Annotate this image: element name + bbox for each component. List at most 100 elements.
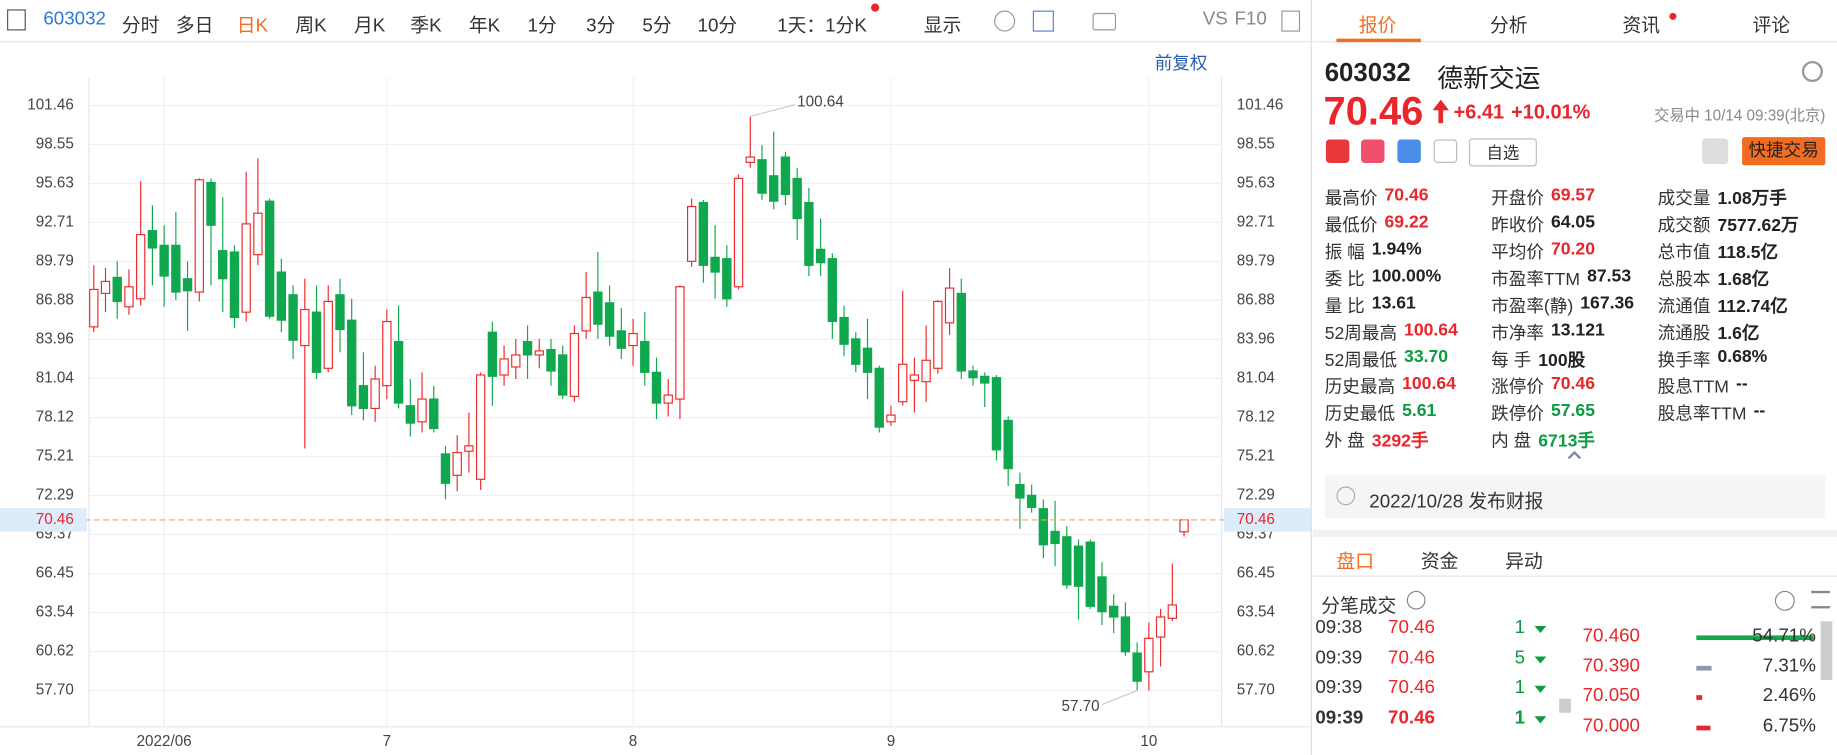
note-icon[interactable] (1433, 139, 1458, 163)
margin-icon[interactable] (1361, 139, 1385, 163)
candle-body (780, 156, 791, 196)
stat-row: 股息TTM -- (1658, 374, 1748, 399)
adjust-button[interactable]: 前复权 (1154, 53, 1208, 74)
panel-icon[interactable] (1281, 10, 1301, 32)
stat-value: 7577.62万 (1717, 215, 1799, 236)
watch-button[interactable]: 自选 (1468, 138, 1537, 167)
scrollbar[interactable] (1820, 621, 1833, 680)
candle-body (1097, 576, 1107, 613)
panel-tab[interactable]: 评论 (1752, 16, 1791, 37)
candle-body (382, 320, 392, 387)
candle-body (124, 286, 134, 308)
stat-value: 5.61 (1402, 400, 1437, 421)
quick-trade-button[interactable]: 快捷交易 (1742, 137, 1826, 166)
period-tab[interactable]: 年K (468, 16, 501, 37)
candle-body (393, 340, 404, 404)
period-tab[interactable]: 周K (295, 16, 327, 37)
stat-label: 52周最高 (1324, 323, 1398, 344)
book-price: 70.390 (1582, 655, 1640, 676)
y-tick-label: 81.04 (36, 370, 75, 387)
stat-row: 委 比 100.00% (1325, 266, 1442, 291)
tab-divider (1312, 41, 1837, 43)
y-tick-label: 98.55 (36, 135, 74, 152)
candle-body (1003, 419, 1013, 470)
panel-tab[interactable]: 资讯 (1622, 16, 1661, 37)
sub-tab[interactable]: 盘口 (1336, 552, 1374, 573)
panel-tab[interactable]: 分析 (1490, 16, 1528, 37)
candle-body (1109, 605, 1119, 618)
stat-row: 最高价 70.46 (1325, 185, 1429, 210)
down-triangle-shape (1534, 715, 1547, 723)
camera-icon[interactable] (1092, 12, 1117, 31)
period-tab[interactable]: 多日 (175, 16, 214, 37)
candle-body (686, 205, 697, 262)
book-bar (1696, 695, 1702, 700)
collapse-chevron[interactable] (1566, 449, 1582, 461)
tag-icon[interactable] (1397, 139, 1421, 163)
menu-icon[interactable] (7, 9, 26, 31)
panel-tab[interactable]: 报价 (1358, 16, 1397, 37)
vs-button[interactable]: VS (1202, 9, 1228, 30)
stat-row: 总股本 1.68亿 (1658, 266, 1770, 291)
period-tab[interactable]: 10分 (697, 16, 738, 37)
list-icon[interactable] (1811, 590, 1830, 609)
settings-icon[interactable] (1801, 60, 1823, 83)
y-tick-label-right: 63.54 (1237, 603, 1276, 620)
period-tab[interactable]: 分时 (121, 16, 160, 37)
book-pct: 7.31% (1762, 655, 1816, 676)
candle-body (628, 332, 638, 347)
more-icon[interactable] (1774, 590, 1795, 611)
book-bar (1696, 635, 1814, 641)
period-tab[interactable]: 5分 (642, 16, 672, 37)
down-triangle-shape (1534, 655, 1547, 663)
f10-button[interactable]: F10 (1234, 9, 1267, 30)
period-tab[interactable]: 日K (236, 16, 269, 37)
panel-name: 德新交运 (1437, 63, 1541, 93)
period-tab[interactable]: 1分 (527, 16, 557, 37)
period-tab[interactable]: 月K (354, 16, 386, 37)
info-icon[interactable] (1406, 590, 1426, 610)
stat-value: 87.53 (1587, 266, 1632, 287)
stat-row: 流通股 1.6亿 (1658, 320, 1760, 345)
candle-body (1085, 541, 1095, 607)
stock-code[interactable]: 603032 (43, 9, 106, 30)
alert-button[interactable] (1702, 138, 1728, 165)
stat-row: 股息率TTM -- (1658, 401, 1766, 426)
checkbox-icon[interactable] (1032, 10, 1054, 32)
stat-label: 外 盘 (1324, 431, 1365, 452)
trade-price: 70.46 (1388, 617, 1435, 638)
candle-body (241, 223, 251, 313)
notice-box[interactable] (1324, 474, 1826, 519)
annotation-leader (750, 104, 795, 117)
china-flag-icon (1325, 139, 1350, 163)
trade-price: 70.46 (1388, 677, 1435, 698)
stat-value: 1.68亿 (1717, 269, 1770, 290)
display-select[interactable]: 显示 (923, 16, 962, 37)
range-select[interactable]: 1天：1分K (777, 16, 867, 37)
candle-body (886, 414, 896, 423)
scrollbar[interactable] (1559, 698, 1571, 713)
candle-body (1144, 637, 1154, 673)
candle-body (710, 256, 720, 273)
candle-body (640, 340, 650, 373)
sub-tab[interactable]: 异动 (1505, 552, 1543, 573)
candle-body (1167, 604, 1177, 619)
toolbar-divider (0, 41, 1311, 43)
candle-body (651, 371, 662, 404)
settings-icon[interactable] (994, 10, 1016, 32)
y-tick-label-right: 95.63 (1237, 174, 1275, 191)
candle-body (933, 300, 943, 369)
stat-row: 内 盘 6713手 (1491, 428, 1595, 453)
period-tab[interactable]: 3分 (586, 16, 616, 37)
period-tab[interactable]: 季K (410, 16, 442, 37)
candle-body (1015, 484, 1025, 499)
y-tick-label: 101.46 (27, 96, 74, 113)
book-pct: 2.46% (1762, 685, 1816, 706)
stat-row: 昨收价 64.05 (1491, 212, 1595, 237)
candle-body (1155, 616, 1166, 638)
trade-time: 09:38 (1315, 617, 1363, 638)
candle-body (452, 451, 462, 476)
stat-label: 历史最低 (1324, 404, 1396, 425)
candle-body (1050, 530, 1060, 545)
sub-tab[interactable]: 资金 (1420, 552, 1459, 573)
